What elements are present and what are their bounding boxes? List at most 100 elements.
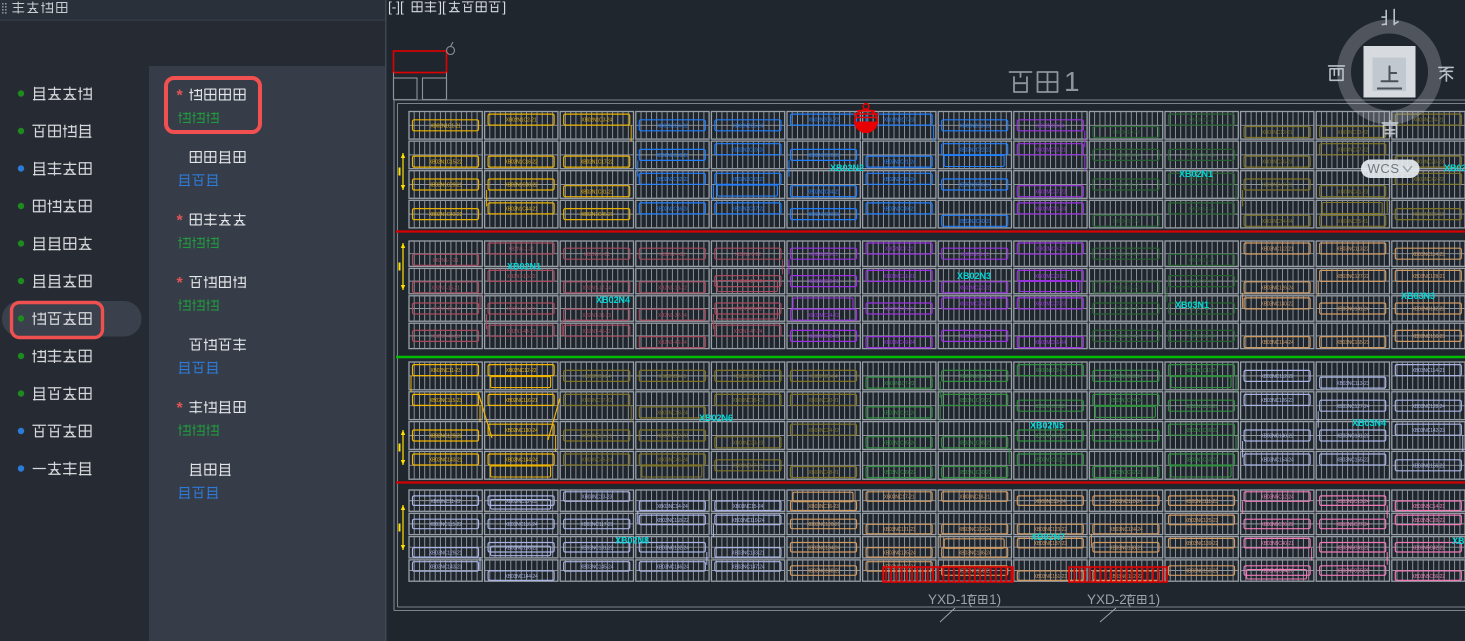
svg-text:XB02MC21-21: XB02MC21-21 xyxy=(884,274,916,280)
svg-text:XB03NC156-23: XB03NC156-23 xyxy=(1412,334,1446,340)
svg-text:XB2N1-16-22: XB2N1-16-22 xyxy=(507,274,536,280)
svg-text:XB03NC141-23: XB03NC141-23 xyxy=(1336,434,1370,440)
svg-text:XB03NC121-23: XB03NC121-23 xyxy=(882,527,916,533)
svg-text:XB02N5: XB02N5 xyxy=(1030,421,1064,431)
svg-text:XB02MC51-24: XB02MC51-24 xyxy=(1035,207,1067,213)
svg-text:XB03NC15-24: XB03NC15-24 xyxy=(733,504,764,510)
svg-text:XB02MC35-23: XB02MC35-23 xyxy=(884,307,916,313)
svg-text:XB02MC23-21: XB02MC23-21 xyxy=(1035,147,1067,153)
svg-text:XB03N1C35-24: XB03N1C35-24 xyxy=(882,440,916,446)
svg-text:XB2N1-43-23: XB2N1-43-23 xyxy=(431,334,460,340)
svg-text:XB03C39-23: XB03C39-23 xyxy=(1188,307,1215,313)
svg-text:XB03C38-23: XB03C38-23 xyxy=(1112,183,1139,189)
svg-text:XB03NC41-23: XB03NC41-23 xyxy=(1337,189,1368,195)
svg-text:XB03NC156-22: XB03NC156-22 xyxy=(1412,463,1446,469)
svg-text:XB03NC120-21: XB03NC120-21 xyxy=(807,522,841,528)
svg-text:XB2N1-4-23: XB2N1-4-23 xyxy=(659,252,685,258)
svg-text:XB03NC128-21: XB03NC128-21 xyxy=(1412,274,1446,280)
svg-text:XB03NC19-21: XB03NC19-21 xyxy=(733,398,764,404)
svg-text:XB03NC122-24: XB03NC122-24 xyxy=(958,527,992,533)
svg-text:XB02NC130-24: XB02NC130-24 xyxy=(504,428,538,434)
svg-text:XB03N1C50-23: XB03N1C50-23 xyxy=(958,470,992,476)
svg-text:XB02N1C16-22: XB02N1C16-22 xyxy=(504,160,538,166)
svg-text:XB2N1-15-21: XB2N1-15-21 xyxy=(431,285,460,291)
svg-text:XB02N2C6-22: XB02N2C6-22 xyxy=(808,118,839,124)
svg-text:XB03C53-24: XB03C53-24 xyxy=(1188,207,1215,213)
svg-text:XB03NC4-21: XB03NC4-21 xyxy=(658,374,686,380)
svg-text:XB03NC137-23: XB03NC137-23 xyxy=(1034,541,1068,547)
svg-text:]: ] xyxy=(502,0,506,15)
svg-text:XB03N1C21-24: XB03N1C21-24 xyxy=(882,411,916,417)
svg-text:WCS: WCS xyxy=(1368,161,1400,176)
svg-text:XB03NC136-24: XB03NC136-24 xyxy=(958,551,992,557)
svg-text:XB03NC147-24: XB03NC147-24 xyxy=(731,565,765,571)
svg-text:XB02N4: XB02N4 xyxy=(596,295,630,305)
svg-text:XB03NC129-21: XB03NC129-21 xyxy=(429,551,463,557)
svg-text:XB03NC117-23: XB03NC117-23 xyxy=(580,522,613,528)
svg-text:XB03NC138-21: XB03NC138-21 xyxy=(1109,545,1143,551)
svg-text:XB03N1C8-24: XB03N1C8-24 xyxy=(959,374,990,380)
svg-text:XB03NC48-21: XB03NC48-21 xyxy=(808,470,839,476)
svg-text:XB02N2C7-23: XB02N2C7-23 xyxy=(884,118,915,124)
svg-text:YXD-1(: YXD-1( xyxy=(928,592,973,607)
svg-text:XB03NC115-22: XB03NC115-22 xyxy=(429,522,462,528)
svg-text:XB03C25-21: XB03C25-21 xyxy=(1188,153,1215,159)
svg-text:YXD-2(: YXD-2( xyxy=(1087,592,1132,607)
svg-text:XB03N1C7-22: XB03N1C7-22 xyxy=(884,381,915,387)
svg-text:XB2N1-19-22: XB2N1-19-22 xyxy=(734,279,763,285)
svg-text:XB03NC140-22: XB03NC140-22 xyxy=(1260,434,1294,440)
svg-text:XB03NC18-21: XB03NC18-21 xyxy=(959,495,990,501)
svg-text:XB03N5C56-22: XB03N5C56-22 xyxy=(1412,574,1446,580)
svg-text:XB03NC40-21: XB03NC40-21 xyxy=(1262,183,1293,189)
svg-text:XB03NC154-24: XB03NC154-24 xyxy=(1260,340,1294,346)
svg-text:XB03NC31-21: XB03NC31-21 xyxy=(581,434,612,440)
svg-text:XB03C52-22: XB03C52-22 xyxy=(1112,219,1139,225)
svg-text:XB02N2C46-24: XB02N2C46-24 xyxy=(656,207,690,213)
svg-text:XB02N1C2-21: XB02N1C2-21 xyxy=(506,118,537,124)
svg-text:XB2N1-30-21: XB2N1-30-21 xyxy=(507,307,536,313)
svg-text:XB03NC34-22: XB03NC34-22 xyxy=(808,428,839,434)
svg-text:XB02MC36-23: XB02MC36-23 xyxy=(959,302,991,308)
svg-text:XB03NC54-24: XB03NC54-24 xyxy=(1262,219,1293,225)
svg-text:XB02N2C19-24: XB02N2C19-24 xyxy=(731,147,765,153)
svg-text:*: * xyxy=(177,213,184,230)
svg-text:XB03NC148-23: XB03NC148-23 xyxy=(807,569,841,575)
svg-text:XB02N1: XB02N1 xyxy=(1179,169,1213,179)
svg-text:XB02MC37-23: XB02MC37-23 xyxy=(1035,302,1067,308)
svg-text:XB03NC47-21: XB03NC47-21 xyxy=(733,463,764,469)
svg-text:XB03C10-23: XB03C10-23 xyxy=(1112,130,1139,136)
svg-text:XB03NC5-21: XB03NC5-21 xyxy=(734,374,762,380)
svg-text:XB2N1-33-22: XB2N1-33-22 xyxy=(734,307,763,313)
svg-text:XB03NC145-24: XB03NC145-24 xyxy=(580,565,614,571)
svg-text:XB2N1-17-24: XB2N1-17-24 xyxy=(582,285,611,291)
svg-text:XB2N1-44-23: XB2N1-44-23 xyxy=(507,329,536,335)
svg-text:*: * xyxy=(177,400,184,417)
svg-text:XB03C11-22: XB03C11-22 xyxy=(1188,118,1215,124)
svg-text:XB03NC3-24: XB03NC3-24 xyxy=(583,374,611,380)
svg-text:XB03NC111-23: XB03NC111-23 xyxy=(1185,499,1218,505)
svg-text:1: 1 xyxy=(1064,66,1080,97)
svg-text:XB03C39-22: XB03C39-22 xyxy=(1188,177,1215,183)
svg-text:XB03N1C49-22: XB03N1C49-22 xyxy=(882,470,916,476)
svg-text:XB03NC113-22: XB03NC113-22 xyxy=(1336,247,1369,253)
svg-text:XB03N1C53-22: XB03N1C53-22 xyxy=(1185,458,1219,464)
svg-text:XB03NC114-23: XB03NC114-23 xyxy=(1412,252,1445,258)
svg-text:][: ][ xyxy=(438,0,446,15)
svg-text:XB03NC27-22: XB03NC27-22 xyxy=(1337,147,1368,153)
svg-text:XB03NC143-23: XB03NC143-23 xyxy=(429,565,463,571)
svg-text:XB03N1C39-22: XB03N1C39-22 xyxy=(1185,428,1219,434)
svg-text:XB2N1-1-21: XB2N1-1-21 xyxy=(432,258,458,264)
svg-text:XB03N5C42-22: XB03N5C42-22 xyxy=(1412,545,1446,551)
svg-text:XB03NC32-23: XB03NC32-23 xyxy=(657,434,688,440)
svg-text:XB02N2C49-21: XB02N2C49-21 xyxy=(882,207,916,213)
svg-text:1): 1) xyxy=(1148,592,1160,607)
svg-text:XB02N3: XB02N3 xyxy=(957,271,991,281)
svg-text:XB2N1-45-22: XB2N1-45-22 xyxy=(582,329,611,335)
svg-text:XB03NC28-23: XB03NC28-23 xyxy=(1413,160,1444,166)
svg-text:XB2N1-2-21: XB2N1-2-21 xyxy=(508,247,534,253)
svg-text:XB03NC118-22: XB03NC118-22 xyxy=(656,518,689,524)
svg-text:XB03N5C14-21: XB03N5C14-21 xyxy=(1412,504,1446,510)
svg-text:XB03NC26-23: XB03NC26-23 xyxy=(1262,160,1293,166)
svg-text:XB2N1-32-24: XB2N1-32-24 xyxy=(658,313,687,319)
svg-text:XB03NC128-24: XB03NC128-24 xyxy=(1412,404,1446,410)
